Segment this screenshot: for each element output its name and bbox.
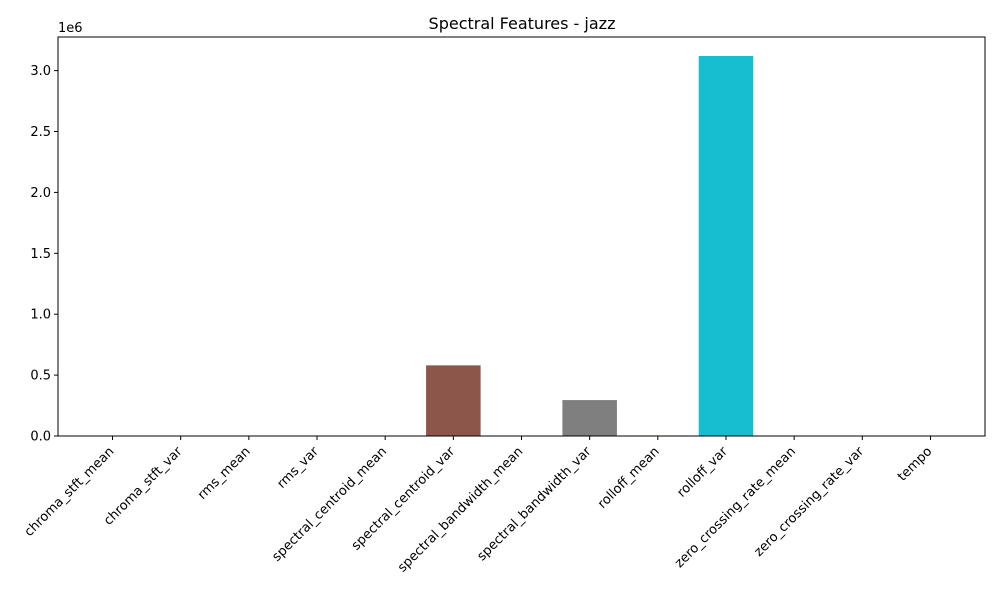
bar-spectral_bandwidth_var [562,400,617,436]
x-tick-label: spectral_bandwidth_mean [395,444,526,575]
plot-frame [58,37,985,436]
x-tick-label: rms_mean [195,444,254,503]
y-axis-offset-label: 1e6 [58,21,83,36]
x-tick-label: rolloff_var [674,444,731,501]
x-tick-label: spectral_bandwidth_var [474,444,594,564]
y-tick-label: 2.0 [30,186,51,201]
y-tick-label: 2.5 [30,125,51,140]
bar-spectral_centroid_var [426,365,481,436]
x-tick-label: spectral_centroid_mean [269,444,390,565]
x-tick-label: rolloff_mean [595,444,663,512]
bars-layer [85,56,957,436]
x-tick-label: rms_var [274,444,322,492]
y-tick-label: 1.0 [30,308,51,323]
y-tick-label: 0.0 [30,430,51,445]
y-tick-label: 3.0 [30,64,51,79]
x-tick-label: tempo [895,444,935,484]
chart-title: Spectral Features - jazz [429,14,616,33]
bar-rolloff_var [699,56,754,436]
y-axis: 0.0 0.5 1.0 1.5 2.0 2.5 3.0 [30,64,58,444]
y-tick-label: 0.5 [30,369,51,384]
x-tick-label: zero_crossing_rate_mean [672,444,799,571]
x-tick-label: zero_crossing_rate_var [751,444,867,560]
x-tick-label: chroma_stft_mean [22,444,118,540]
y-tick-label: 1.5 [30,247,51,262]
